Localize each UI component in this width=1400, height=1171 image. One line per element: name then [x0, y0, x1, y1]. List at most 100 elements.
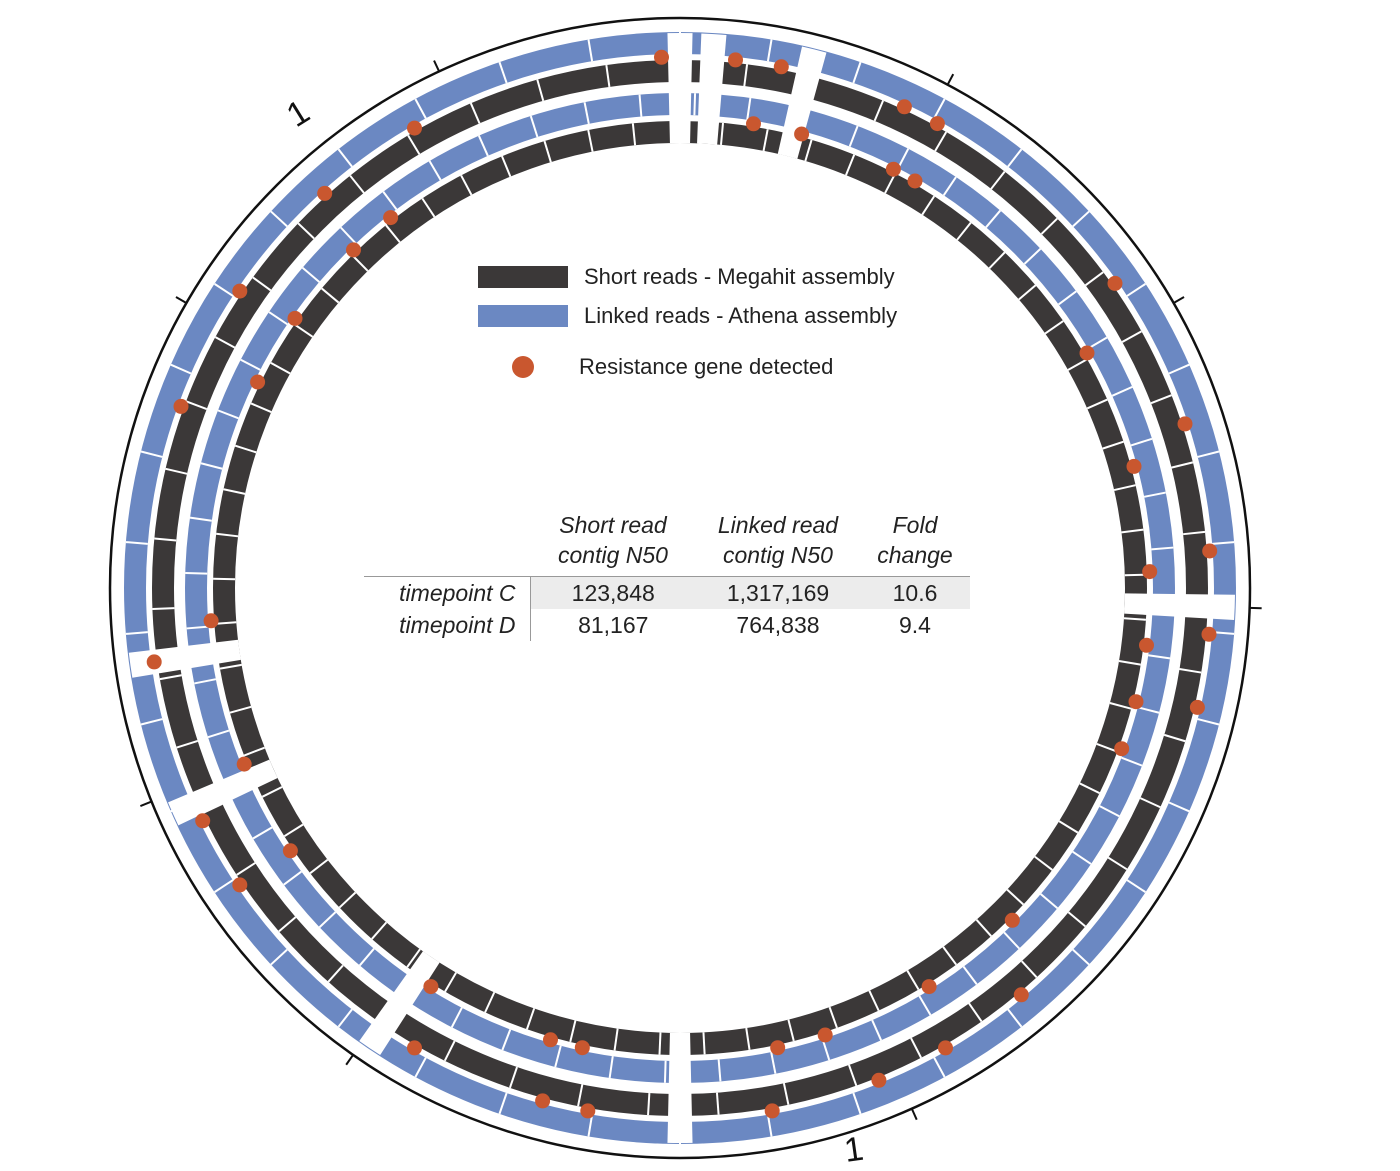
- contig-separator: [1021, 960, 1038, 979]
- resistance-gene-dot: [1013, 987, 1029, 1003]
- scale-tick: [433, 60, 441, 72]
- contig-separator: [906, 970, 920, 990]
- contig-separator: [421, 197, 436, 218]
- contig-separator: [270, 361, 291, 375]
- contig-separator: [745, 1027, 751, 1050]
- track-gaps: [128, 32, 1235, 1144]
- contig-separator: [338, 891, 357, 909]
- contig-separator: [1111, 385, 1133, 397]
- contig-separator: [278, 916, 297, 933]
- resistance-gene-dot: [407, 120, 422, 136]
- contig-separator: [1150, 394, 1172, 405]
- contig-separator: [942, 946, 957, 966]
- contig-separator: [766, 1114, 773, 1137]
- contig-separator: [337, 148, 353, 168]
- resistance-gene-dot: [871, 1072, 887, 1088]
- resistance-gene-dot: [236, 756, 252, 772]
- contig-separator: [762, 129, 769, 152]
- contig-separator: [270, 948, 288, 966]
- contig-separator: [414, 98, 427, 119]
- contig-separator: [852, 1092, 862, 1115]
- resistance-gene-dot: [1177, 416, 1193, 432]
- contig-separator: [1109, 702, 1132, 710]
- contig-separator: [1126, 879, 1147, 893]
- contig-separator: [154, 537, 177, 542]
- resistance-gene-markers: [146, 49, 1218, 1119]
- contig-separator: [140, 718, 163, 726]
- contig-separator: [385, 224, 401, 243]
- resistance-gene-dot: [794, 126, 810, 142]
- contig-separator: [1143, 491, 1166, 498]
- resistance-gene-dot: [203, 613, 219, 629]
- contig-separator: [1183, 530, 1206, 536]
- row-label: timepoint C: [364, 576, 531, 609]
- resistance-gene-dot: [1202, 543, 1218, 559]
- header-short-line2: contig N50: [558, 542, 668, 568]
- contig-separator: [428, 160, 442, 181]
- short-n50-cell: 81,167: [578, 612, 649, 638]
- contig-separator: [1058, 290, 1077, 306]
- contig-separator: [608, 1056, 614, 1079]
- contig-separator: [159, 674, 182, 681]
- contig-separator: [414, 1057, 427, 1078]
- scale-ring: [108, 16, 1262, 1160]
- contig-separator: [297, 222, 315, 240]
- contig-separator: [526, 1008, 536, 1030]
- contig-separator: [587, 129, 594, 152]
- contig-separator: [1139, 797, 1161, 809]
- header-linked-line2: contig N50: [723, 542, 833, 568]
- scale-tick: [175, 296, 187, 304]
- contig-separator: [214, 336, 236, 349]
- resistance-gene-dot: [250, 374, 266, 390]
- resistance-gene-dot: [317, 185, 333, 201]
- contig-separator: [283, 823, 304, 838]
- resistance-gene-dot: [423, 979, 439, 995]
- contig-separator: [1084, 271, 1104, 287]
- contig-separator: [988, 251, 1006, 269]
- contig-separator: [638, 94, 643, 117]
- contig-separator: [501, 155, 512, 177]
- scale-label-bottom: 1: [842, 1130, 866, 1170]
- header-short-line1: Short read: [559, 512, 667, 538]
- contig-separator: [910, 1037, 922, 1059]
- contig-separator: [270, 210, 288, 228]
- contig-separator: [975, 919, 992, 937]
- contig-separator: [165, 467, 188, 475]
- contig-separator: [484, 991, 496, 1013]
- contig-separator: [702, 1032, 706, 1055]
- contig-separator: [1171, 461, 1194, 469]
- scale-tick: [345, 1054, 354, 1066]
- contig-separator: [1126, 283, 1147, 297]
- contig-separator: [243, 746, 265, 757]
- contig-separator: [1197, 450, 1220, 458]
- contig-separator: [337, 1008, 353, 1028]
- table-row: timepoint D 81,167 764,838 9.4: [364, 609, 970, 641]
- contig-separator: [268, 311, 288, 326]
- resistance-gene-dot: [764, 1103, 780, 1119]
- contig-separator: [1107, 856, 1128, 871]
- resistance-gene-dot: [1107, 275, 1123, 291]
- contig-separator: [583, 102, 590, 125]
- contig-separator: [1113, 484, 1136, 492]
- contig-separator: [1003, 931, 1020, 950]
- contig-separator: [236, 862, 256, 876]
- contig-separator: [715, 1092, 720, 1115]
- linked-n50-cell: 764,838: [736, 612, 820, 638]
- contig-separator: [152, 607, 175, 610]
- contig-separator: [647, 1093, 651, 1116]
- resistance-gene-dot: [535, 1093, 551, 1109]
- resistance-gene-dot: [817, 1027, 833, 1043]
- resistance-gene-dot: [1142, 564, 1158, 580]
- contig-separator: [213, 879, 234, 893]
- contig-separator: [766, 39, 773, 62]
- scale-label-top: 1: [280, 93, 316, 135]
- contig-separator: [536, 79, 545, 102]
- resistance-gene-dot: [770, 1040, 786, 1056]
- contig-separator: [897, 148, 910, 169]
- contig-separator: [213, 283, 234, 297]
- contig-separator: [217, 409, 239, 420]
- short-reads-swatch: [478, 266, 568, 288]
- resistance-gene-dot: [938, 1040, 953, 1056]
- legend-label-resistance: Resistance gene detected: [579, 354, 834, 379]
